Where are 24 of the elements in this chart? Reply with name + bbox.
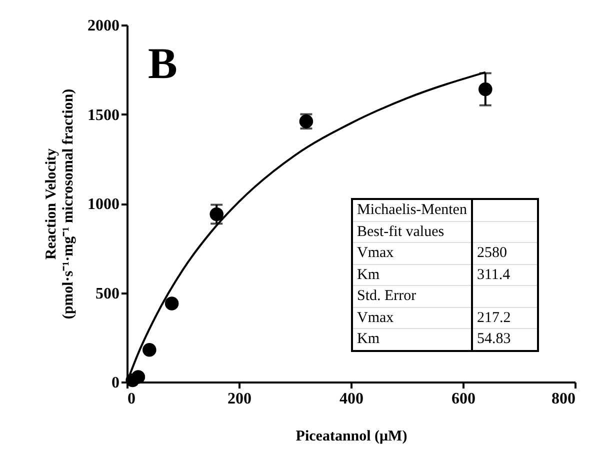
annotation: Km <box>352 264 472 286</box>
x-tick-label: 600 <box>452 390 476 408</box>
y-tick-label: 1500 <box>88 106 120 124</box>
annotation: Km <box>352 328 472 350</box>
annotation: Vmax <box>352 307 472 328</box>
y-axis-title: Reaction Velocity (pmol·s⁻¹·mg⁻¹ microsomal fraction) <box>44 88 76 320</box>
annotation: 2580 <box>472 242 538 264</box>
x-tick-label: 800 <box>552 390 576 408</box>
y-tick-label: 0 <box>112 374 120 392</box>
annotation: Michaelis-Menten <box>352 199 472 221</box>
x-tick-label: 400 <box>340 390 364 408</box>
y-tick-label: 500 <box>96 285 120 302</box>
y-tick-label: 2000 <box>88 18 120 34</box>
annotation: 217.2 <box>472 307 538 328</box>
annotation: Best-fit values <box>352 221 472 242</box>
y-tick-label: 1000 <box>88 196 120 213</box>
annotation: Vmax <box>352 242 472 264</box>
annotation: 311.4 <box>472 264 538 286</box>
x-tick-label: 200 <box>228 390 252 408</box>
annotation: B <box>148 38 178 89</box>
annotation: Std. Error <box>352 286 472 307</box>
x-axis-title: Piceatannol (μM) <box>296 428 408 444</box>
x-tick-label: 0 <box>128 390 136 408</box>
annotation: 54.83 <box>472 328 538 350</box>
